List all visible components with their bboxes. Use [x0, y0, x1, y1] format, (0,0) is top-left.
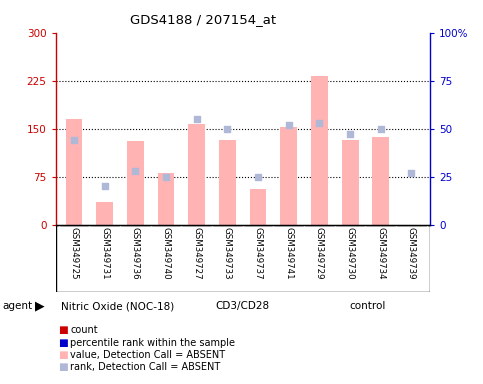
Text: GSM349733: GSM349733	[223, 227, 232, 279]
Text: GSM349737: GSM349737	[254, 227, 263, 279]
Text: agent: agent	[2, 301, 32, 311]
Text: ▶: ▶	[35, 300, 45, 313]
Bar	[127, 141, 144, 225]
Text: value, Detection Call = ABSENT: value, Detection Call = ABSENT	[70, 350, 225, 360]
Text: ■: ■	[58, 338, 68, 348]
Bar	[250, 189, 267, 225]
Point	[315, 120, 323, 126]
Point	[101, 183, 109, 189]
Point	[346, 131, 354, 137]
Bar	[280, 127, 297, 225]
Point	[131, 168, 139, 174]
Point	[193, 116, 200, 122]
Text: GSM349740: GSM349740	[161, 227, 170, 279]
Bar	[96, 202, 113, 225]
Text: GSM349734: GSM349734	[376, 227, 385, 279]
Point	[285, 122, 293, 128]
Bar	[372, 137, 389, 225]
Text: GDS4188 / 207154_at: GDS4188 / 207154_at	[130, 13, 276, 26]
Text: GSM349725: GSM349725	[70, 227, 78, 279]
Text: ■: ■	[58, 362, 68, 372]
Bar	[66, 119, 83, 225]
Text: GSM349730: GSM349730	[346, 227, 355, 279]
Point	[162, 174, 170, 180]
Bar	[219, 140, 236, 225]
Bar	[157, 174, 174, 225]
Bar	[341, 139, 358, 225]
Text: GSM349741: GSM349741	[284, 227, 293, 279]
Text: rank, Detection Call = ABSENT: rank, Detection Call = ABSENT	[70, 362, 220, 372]
Text: count: count	[70, 325, 98, 335]
Text: GSM349729: GSM349729	[315, 227, 324, 279]
Text: GSM349727: GSM349727	[192, 227, 201, 279]
Point	[377, 126, 384, 132]
Bar	[188, 124, 205, 225]
Point	[70, 137, 78, 143]
Bar	[311, 76, 328, 225]
Text: GSM349736: GSM349736	[131, 227, 140, 279]
Text: ■: ■	[58, 325, 68, 335]
Text: GSM349731: GSM349731	[100, 227, 109, 279]
Point	[224, 126, 231, 132]
Text: percentile rank within the sample: percentile rank within the sample	[70, 338, 235, 348]
Text: Nitric Oxide (NOC-18): Nitric Oxide (NOC-18)	[61, 301, 174, 311]
Point	[254, 174, 262, 180]
Text: control: control	[349, 301, 385, 311]
Text: ■: ■	[58, 350, 68, 360]
Text: GSM349739: GSM349739	[407, 227, 416, 279]
Point	[408, 170, 415, 176]
Text: CD3/CD28: CD3/CD28	[215, 301, 270, 311]
